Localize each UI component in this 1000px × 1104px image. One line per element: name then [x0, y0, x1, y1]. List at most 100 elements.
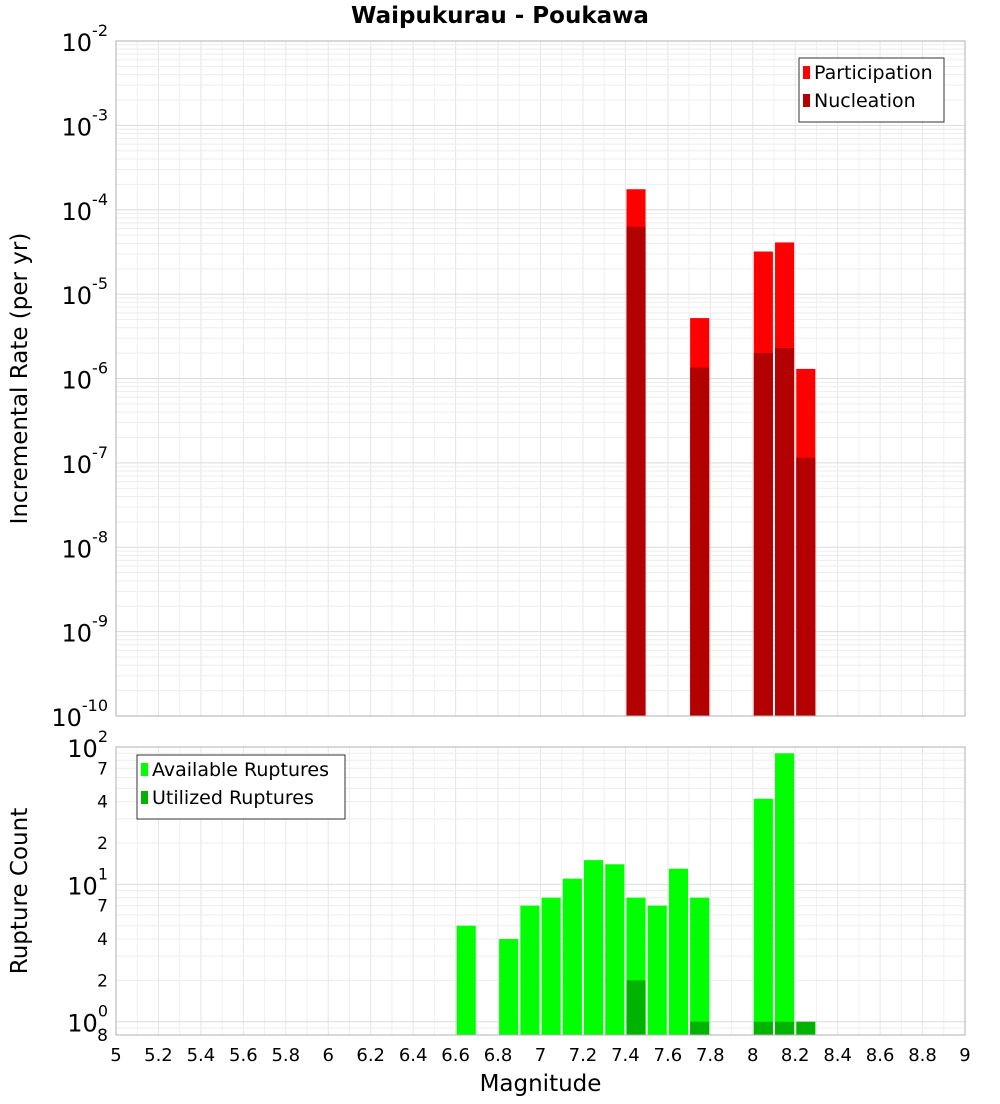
bottom-bar [775, 1021, 795, 1035]
bottom-y-tick-label: 4 [97, 793, 108, 813]
top-bar [775, 347, 795, 716]
tick-base: 10 [62, 620, 93, 648]
bottom-x-tick-label: 7.8 [696, 1045, 725, 1066]
top-legend-swatch [803, 66, 810, 79]
bottom-x-tick-label: 5.8 [271, 1045, 300, 1066]
top-bar [626, 226, 646, 716]
bottom-x-tick-label: 8.8 [908, 1045, 937, 1066]
bottom-bar [753, 798, 773, 1035]
tick-base: 10 [62, 113, 93, 141]
tick-exponent: -2 [92, 21, 108, 40]
top-series-2 [626, 226, 816, 716]
tick-exponent: -3 [92, 105, 108, 124]
tick-exponent: -6 [92, 359, 108, 378]
bottom-bar [499, 939, 519, 1035]
top-y-tick-label: 10-2 [62, 21, 109, 57]
bottom-x-tick-label: 8 [747, 1045, 758, 1066]
top-y-tick-label: 10-10 [51, 696, 108, 732]
top-bar [796, 457, 816, 716]
tick-exponent: 2 [98, 727, 108, 746]
bottom-x-tick-label: 7.2 [569, 1045, 598, 1066]
tick-base: 10 [62, 451, 93, 479]
top-y-tick-label: 10-6 [62, 359, 109, 395]
bottom-x-tick-label: 8.6 [866, 1045, 895, 1066]
top-legend-label: Participation [814, 62, 933, 84]
bottom-x-tick-label: 7.6 [654, 1045, 683, 1066]
bottom-y-tick-label: 100 [67, 1002, 108, 1038]
top-legend: Participation Nucleation [798, 57, 945, 123]
bottom-bar [796, 1021, 816, 1035]
tick-exponent: -9 [92, 612, 108, 631]
tick-base: 10 [67, 735, 98, 763]
bottom-bar [775, 753, 795, 1035]
bottom-x-tick-label: 7.4 [611, 1045, 640, 1066]
bottom-x-tick-label: 5.2 [144, 1045, 173, 1066]
bottom-series-2 [626, 980, 816, 1035]
bottom-x-tick-label: 5.4 [187, 1045, 216, 1066]
bottom-x-tick-label: 8.4 [823, 1045, 852, 1066]
bottom-y-tick-label: 2 [97, 834, 108, 854]
bottom-x-tick-label: 6 [323, 1045, 334, 1066]
tick-base: 10 [62, 29, 93, 57]
bottom-bar [456, 925, 476, 1035]
top-y-tick-label: 10-7 [62, 443, 109, 479]
bottom-x-tick-label: 9 [959, 1045, 970, 1066]
tick-exponent: 1 [98, 864, 108, 883]
bottom-bar [753, 1021, 773, 1035]
tick-base: 2 [97, 834, 108, 854]
bottom-x-tick-label: 7 [535, 1045, 546, 1066]
tick-base: 10 [62, 282, 93, 310]
tick-base: 4 [97, 930, 108, 950]
top-y-tick-label: 10-9 [62, 612, 109, 648]
bottom-bar [690, 897, 710, 1035]
top-plot-border [115, 40, 966, 717]
tick-exponent: -7 [92, 443, 108, 462]
bottom-y-tick-label: 7 [97, 759, 108, 779]
bottom-y-tick-label: 101 [67, 864, 108, 900]
bottom-bar [690, 1021, 710, 1035]
top-legend-box [798, 57, 945, 123]
bottom-x-tick-label: 5 [110, 1045, 121, 1066]
bottom-bar [584, 860, 604, 1035]
tick-exponent: -4 [92, 190, 108, 209]
top-y-tick-label: 10-5 [62, 274, 109, 310]
bottom-bar [626, 980, 646, 1035]
tick-base: 7 [97, 759, 108, 779]
bottom-x-tick-label: 6.6 [441, 1045, 470, 1066]
tick-base: 7 [97, 897, 108, 917]
bottom-y-tick-label: 2 [97, 971, 108, 991]
bottom-x-tick-label: 6.4 [399, 1045, 428, 1066]
bottom-y-tick-label: 102 [67, 727, 108, 763]
tick-exponent: -5 [92, 274, 108, 293]
top-chart: 10-210-310-410-510-610-710-810-910-10Inc… [7, 3, 966, 732]
tick-base: 10 [62, 367, 93, 395]
bottom-bar [668, 868, 689, 1035]
top-legend-swatch [803, 94, 810, 107]
top-y-tick-label: 10-4 [62, 190, 109, 226]
tick-base: 4 [97, 793, 108, 813]
top-y-tick-label: 10-3 [62, 105, 109, 141]
bottom-y-tick-label: 8 [97, 1026, 108, 1046]
bottom-x-tick-label: 8.2 [781, 1045, 810, 1066]
top-bar [753, 353, 773, 716]
bottom-bar [647, 905, 667, 1035]
bottom-x-tick-labels: 5 5.2 5.4 5.6 5.8 6 6.2 6.4 6.6 6.8 7 7.2 7.4 7.6 7.8 8… [110, 1045, 970, 1066]
bottom-legend-label: Utilized Ruptures [152, 787, 314, 809]
chart-title: Waipukurau - Poukawa [351, 3, 649, 29]
bottom-x-tick-label: 6.8 [484, 1045, 513, 1066]
bottom-legend-swatch [141, 763, 148, 776]
tick-base: 10 [62, 198, 93, 226]
bottom-legend-label: Available Ruptures [152, 759, 329, 781]
tick-base: 10 [67, 872, 98, 900]
tick-exponent: 0 [98, 1002, 108, 1021]
top-gridlines [115, 41, 966, 717]
bottom-series-1 [456, 753, 795, 1035]
top-bar [690, 367, 710, 716]
bottom-legend-swatch [141, 791, 148, 804]
tick-exponent: -10 [82, 696, 108, 715]
bottom-y-tick-label: 4 [97, 930, 108, 950]
bottom-plot-border [115, 746, 966, 1036]
